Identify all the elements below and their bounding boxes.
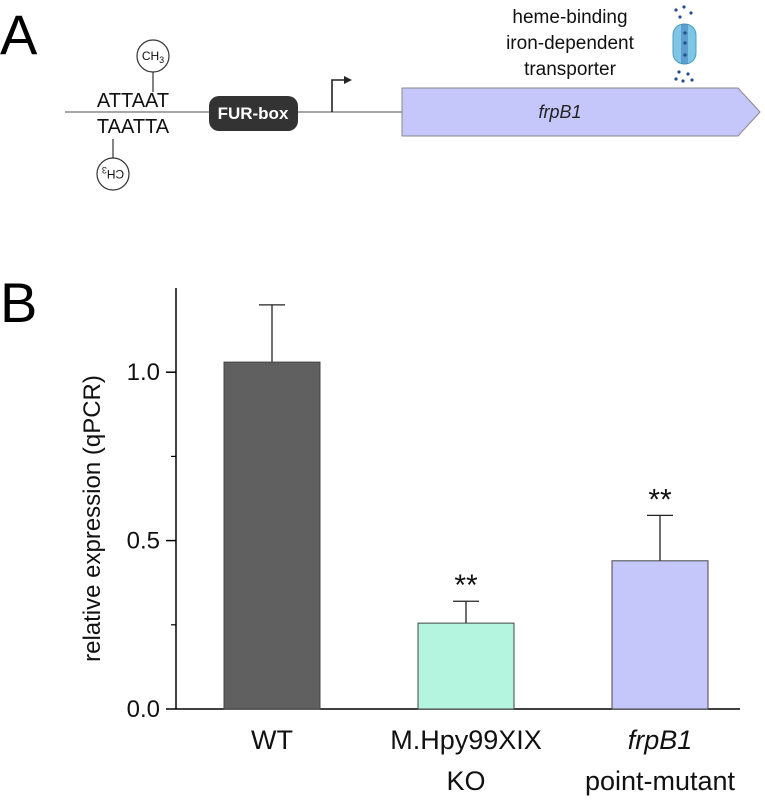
promoter-arrow-icon xyxy=(331,76,352,112)
category-label: KO xyxy=(446,766,485,796)
transporter-caption-line-1: heme-binding xyxy=(512,7,627,28)
category-label: WT xyxy=(251,725,293,755)
fur-box: FUR-box xyxy=(209,96,298,131)
panel-a: A CH3 ATTAAT TAATTA CH3 FUR-box xyxy=(0,3,761,191)
panel-a-letter: A xyxy=(0,3,38,66)
gene-arrow-shape xyxy=(401,87,761,137)
category-label: point-mutant xyxy=(585,766,736,796)
gene-frpb1: frpB1 xyxy=(401,87,761,137)
fur-box-label: FUR-box xyxy=(218,104,289,123)
significance-marker: ** xyxy=(648,483,672,516)
bar-1 xyxy=(223,361,321,710)
methyl-bottom-circle xyxy=(96,157,130,191)
category-label: M.Hpy99XIX xyxy=(390,725,542,755)
sequence-bottom-strand: TAATTA xyxy=(97,116,170,138)
bar-chart: 0.0 0.5 1.0 relative expression (qPCR) WT ** M… xyxy=(79,288,740,796)
bar-3 xyxy=(611,560,709,710)
transporter-caption-line-3: transporter xyxy=(524,59,617,80)
significance-marker: ** xyxy=(454,569,478,602)
methyl-bottom-label: CH3 xyxy=(102,165,124,181)
y-tick-label: 0.0 xyxy=(127,696,160,723)
gene-label: frpB1 xyxy=(538,102,581,122)
bar-2 xyxy=(417,622,515,710)
category-label: frpB1 xyxy=(628,725,693,755)
methyl-top-label: CH3 xyxy=(142,49,164,65)
y-axis-label: relative expression (qPCR) xyxy=(79,375,106,662)
transporter-caption: heme-binding iron-dependent transporter xyxy=(506,7,635,80)
methyl-group-bottom: CH3 xyxy=(96,139,130,191)
methyl-group-top: CH3 xyxy=(136,39,170,92)
y-tick-label: 1.0 xyxy=(127,359,160,386)
transporter-caption-line-2: iron-dependent xyxy=(506,33,635,54)
transporter-icon xyxy=(672,5,697,83)
y-tick-label: 0.5 xyxy=(127,528,160,555)
sequence-top-strand: ATTAAT xyxy=(97,90,169,112)
panel-b-letter: B xyxy=(0,271,37,334)
panel-b: B 0.0 0.5 1.0 relative expression (qPCR) WT *… xyxy=(0,271,740,796)
fur-box-shape xyxy=(209,96,298,131)
methyl-top-circle xyxy=(136,39,170,73)
